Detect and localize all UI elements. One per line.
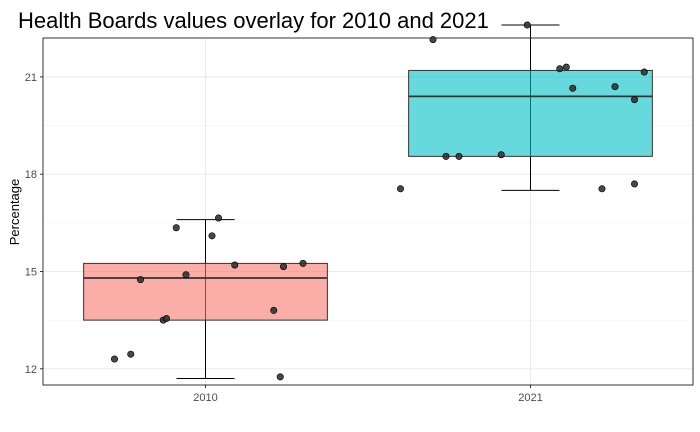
- data-point: [276, 373, 284, 381]
- data-point: [215, 214, 223, 222]
- data-point: [127, 350, 135, 358]
- y-tick-label: 12: [25, 364, 37, 376]
- data-point: [556, 65, 564, 73]
- data-point: [172, 224, 180, 232]
- data-point: [299, 259, 307, 267]
- chart-title: Health Boards values overlay for 2010 an…: [18, 8, 489, 33]
- data-point: [630, 180, 638, 188]
- data-point: [442, 152, 450, 160]
- data-point: [208, 232, 216, 240]
- data-point: [111, 355, 119, 363]
- data-point: [231, 261, 239, 269]
- data-point: [396, 185, 404, 193]
- x-tick-label: 2021: [518, 392, 542, 404]
- data-point: [630, 96, 638, 104]
- data-point: [137, 276, 145, 284]
- y-tick-label: 18: [25, 169, 37, 181]
- data-point: [163, 315, 171, 323]
- y-tick-label: 21: [25, 72, 37, 84]
- data-point: [569, 84, 577, 92]
- data-point: [182, 271, 190, 279]
- y-axis: 12 15 18 21: [25, 72, 43, 376]
- box-iqr: [83, 262, 328, 321]
- x-tick-label: 2010: [193, 392, 217, 404]
- box-2010: [83, 219, 328, 380]
- data-point: [270, 306, 278, 314]
- data-point: [429, 36, 437, 44]
- data-point: [497, 151, 505, 159]
- y-tick-label: 15: [25, 266, 37, 278]
- data-point: [279, 263, 287, 271]
- data-point: [640, 68, 648, 76]
- y-axis-title: Percentage: [7, 179, 22, 246]
- data-point: [562, 63, 570, 71]
- data-point: [523, 21, 531, 29]
- plot-border: [42, 37, 694, 386]
- data-point: [455, 152, 463, 160]
- x-axis: 2010 2021: [193, 385, 543, 404]
- box-iqr: [408, 69, 653, 157]
- data-point: [611, 83, 619, 91]
- data-point: [598, 185, 606, 193]
